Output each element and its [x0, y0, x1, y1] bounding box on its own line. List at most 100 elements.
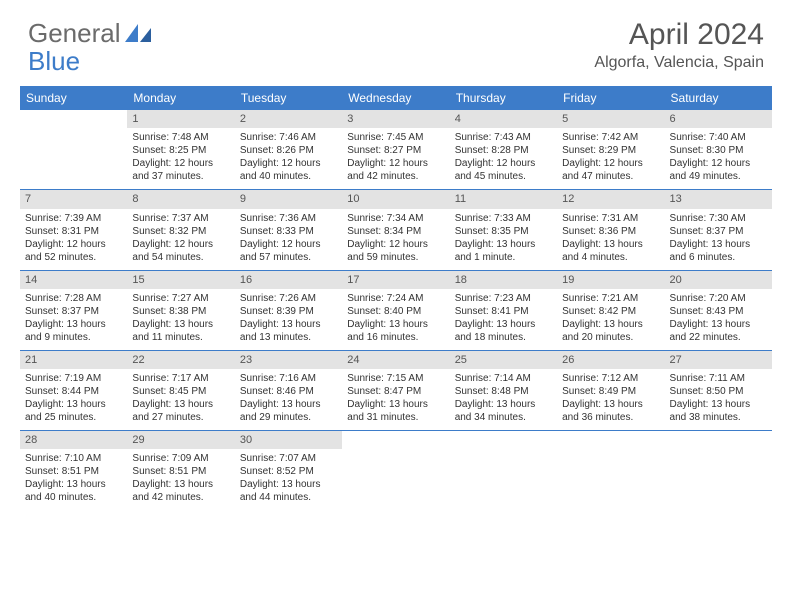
sunrise-text: Sunrise: 7:43 AM	[455, 131, 552, 144]
sunset-text: Sunset: 8:37 PM	[670, 225, 767, 238]
daylight-text: Daylight: 13 hours and 11 minutes.	[132, 318, 229, 344]
daylight-text: Daylight: 12 hours and 37 minutes.	[132, 157, 229, 183]
day-number: 3	[342, 110, 449, 128]
day-number: 4	[450, 110, 557, 128]
brand-part1: General	[28, 18, 121, 49]
weekday-header-cell: Tuesday	[235, 86, 342, 110]
day-cell	[20, 110, 127, 189]
day-cell: 1Sunrise: 7:48 AMSunset: 8:25 PMDaylight…	[127, 110, 234, 189]
day-number: 24	[342, 351, 449, 369]
sunrise-text: Sunrise: 7:24 AM	[347, 292, 444, 305]
day-cell: 21Sunrise: 7:19 AMSunset: 8:44 PMDayligh…	[20, 351, 127, 430]
sunset-text: Sunset: 8:52 PM	[240, 465, 337, 478]
weekday-header-cell: Friday	[557, 86, 664, 110]
sunset-text: Sunset: 8:31 PM	[25, 225, 122, 238]
daylight-text: Daylight: 13 hours and 42 minutes.	[132, 478, 229, 504]
sunset-text: Sunset: 8:28 PM	[455, 144, 552, 157]
day-number: 1	[127, 110, 234, 128]
day-details: Sunrise: 7:07 AMSunset: 8:52 PMDaylight:…	[235, 449, 342, 510]
sunset-text: Sunset: 8:44 PM	[25, 385, 122, 398]
day-number: 28	[20, 431, 127, 449]
day-details: Sunrise: 7:20 AMSunset: 8:43 PMDaylight:…	[665, 289, 772, 350]
day-details: Sunrise: 7:27 AMSunset: 8:38 PMDaylight:…	[127, 289, 234, 350]
day-number: 17	[342, 271, 449, 289]
daylight-text: Daylight: 13 hours and 31 minutes.	[347, 398, 444, 424]
day-cell: 7Sunrise: 7:39 AMSunset: 8:31 PMDaylight…	[20, 190, 127, 269]
sunrise-text: Sunrise: 7:28 AM	[25, 292, 122, 305]
sail-icon	[125, 24, 151, 42]
day-cell: 3Sunrise: 7:45 AMSunset: 8:27 PMDaylight…	[342, 110, 449, 189]
day-number: 25	[450, 351, 557, 369]
sunrise-text: Sunrise: 7:17 AM	[132, 372, 229, 385]
day-cell	[342, 431, 449, 510]
sunrise-text: Sunrise: 7:31 AM	[562, 212, 659, 225]
day-cell: 2Sunrise: 7:46 AMSunset: 8:26 PMDaylight…	[235, 110, 342, 189]
sunrise-text: Sunrise: 7:34 AM	[347, 212, 444, 225]
day-cell: 6Sunrise: 7:40 AMSunset: 8:30 PMDaylight…	[665, 110, 772, 189]
day-cell: 24Sunrise: 7:15 AMSunset: 8:47 PMDayligh…	[342, 351, 449, 430]
day-cell: 27Sunrise: 7:11 AMSunset: 8:50 PMDayligh…	[665, 351, 772, 430]
day-cell: 13Sunrise: 7:30 AMSunset: 8:37 PMDayligh…	[665, 190, 772, 269]
daylight-text: Daylight: 13 hours and 4 minutes.	[562, 238, 659, 264]
sunset-text: Sunset: 8:40 PM	[347, 305, 444, 318]
sunset-text: Sunset: 8:35 PM	[455, 225, 552, 238]
day-cell	[557, 431, 664, 510]
sunrise-text: Sunrise: 7:27 AM	[132, 292, 229, 305]
weekday-header-row: SundayMondayTuesdayWednesdayThursdayFrid…	[20, 86, 772, 110]
daylight-text: Daylight: 13 hours and 6 minutes.	[670, 238, 767, 264]
sunrise-text: Sunrise: 7:40 AM	[670, 131, 767, 144]
sunset-text: Sunset: 8:43 PM	[670, 305, 767, 318]
calendar-grid: SundayMondayTuesdayWednesdayThursdayFrid…	[20, 86, 772, 510]
sunset-text: Sunset: 8:47 PM	[347, 385, 444, 398]
sunrise-text: Sunrise: 7:23 AM	[455, 292, 552, 305]
daylight-text: Daylight: 13 hours and 38 minutes.	[670, 398, 767, 424]
day-cell: 14Sunrise: 7:28 AMSunset: 8:37 PMDayligh…	[20, 271, 127, 350]
day-cell: 10Sunrise: 7:34 AMSunset: 8:34 PMDayligh…	[342, 190, 449, 269]
day-number: 5	[557, 110, 664, 128]
day-details: Sunrise: 7:40 AMSunset: 8:30 PMDaylight:…	[665, 128, 772, 189]
sunset-text: Sunset: 8:46 PM	[240, 385, 337, 398]
daylight-text: Daylight: 13 hours and 22 minutes.	[670, 318, 767, 344]
sunset-text: Sunset: 8:25 PM	[132, 144, 229, 157]
daylight-text: Daylight: 12 hours and 42 minutes.	[347, 157, 444, 183]
daylight-text: Daylight: 12 hours and 57 minutes.	[240, 238, 337, 264]
week-row: 1Sunrise: 7:48 AMSunset: 8:25 PMDaylight…	[20, 110, 772, 190]
weekday-header-cell: Monday	[127, 86, 234, 110]
day-cell: 9Sunrise: 7:36 AMSunset: 8:33 PMDaylight…	[235, 190, 342, 269]
day-details: Sunrise: 7:16 AMSunset: 8:46 PMDaylight:…	[235, 369, 342, 430]
sunrise-text: Sunrise: 7:46 AM	[240, 131, 337, 144]
day-details: Sunrise: 7:24 AMSunset: 8:40 PMDaylight:…	[342, 289, 449, 350]
day-cell: 26Sunrise: 7:12 AMSunset: 8:49 PMDayligh…	[557, 351, 664, 430]
day-number: 20	[665, 271, 772, 289]
sunset-text: Sunset: 8:41 PM	[455, 305, 552, 318]
day-number: 9	[235, 190, 342, 208]
day-details: Sunrise: 7:42 AMSunset: 8:29 PMDaylight:…	[557, 128, 664, 189]
day-details: Sunrise: 7:45 AMSunset: 8:27 PMDaylight:…	[342, 128, 449, 189]
day-number: 12	[557, 190, 664, 208]
daylight-text: Daylight: 13 hours and 9 minutes.	[25, 318, 122, 344]
day-cell: 19Sunrise: 7:21 AMSunset: 8:42 PMDayligh…	[557, 271, 664, 350]
daylight-text: Daylight: 12 hours and 54 minutes.	[132, 238, 229, 264]
week-row: 28Sunrise: 7:10 AMSunset: 8:51 PMDayligh…	[20, 431, 772, 510]
day-cell: 23Sunrise: 7:16 AMSunset: 8:46 PMDayligh…	[235, 351, 342, 430]
sunset-text: Sunset: 8:51 PM	[132, 465, 229, 478]
day-details: Sunrise: 7:46 AMSunset: 8:26 PMDaylight:…	[235, 128, 342, 189]
day-cell: 12Sunrise: 7:31 AMSunset: 8:36 PMDayligh…	[557, 190, 664, 269]
day-number: 29	[127, 431, 234, 449]
day-cell: 8Sunrise: 7:37 AMSunset: 8:32 PMDaylight…	[127, 190, 234, 269]
day-details: Sunrise: 7:23 AMSunset: 8:41 PMDaylight:…	[450, 289, 557, 350]
sunset-text: Sunset: 8:38 PM	[132, 305, 229, 318]
day-details: Sunrise: 7:10 AMSunset: 8:51 PMDaylight:…	[20, 449, 127, 510]
sunrise-text: Sunrise: 7:16 AM	[240, 372, 337, 385]
day-details: Sunrise: 7:26 AMSunset: 8:39 PMDaylight:…	[235, 289, 342, 350]
sunset-text: Sunset: 8:26 PM	[240, 144, 337, 157]
day-cell: 30Sunrise: 7:07 AMSunset: 8:52 PMDayligh…	[235, 431, 342, 510]
week-row: 14Sunrise: 7:28 AMSunset: 8:37 PMDayligh…	[20, 271, 772, 351]
daylight-text: Daylight: 13 hours and 16 minutes.	[347, 318, 444, 344]
day-cell: 22Sunrise: 7:17 AMSunset: 8:45 PMDayligh…	[127, 351, 234, 430]
day-details: Sunrise: 7:31 AMSunset: 8:36 PMDaylight:…	[557, 209, 664, 270]
day-cell: 29 Sunrise: 7:09 AMSunset: 8:51 PMDayligh…	[127, 431, 234, 510]
weekday-header-cell: Thursday	[450, 86, 557, 110]
sunrise-text: Sunrise: 7:09 AM	[132, 452, 229, 465]
sunset-text: Sunset: 8:33 PM	[240, 225, 337, 238]
